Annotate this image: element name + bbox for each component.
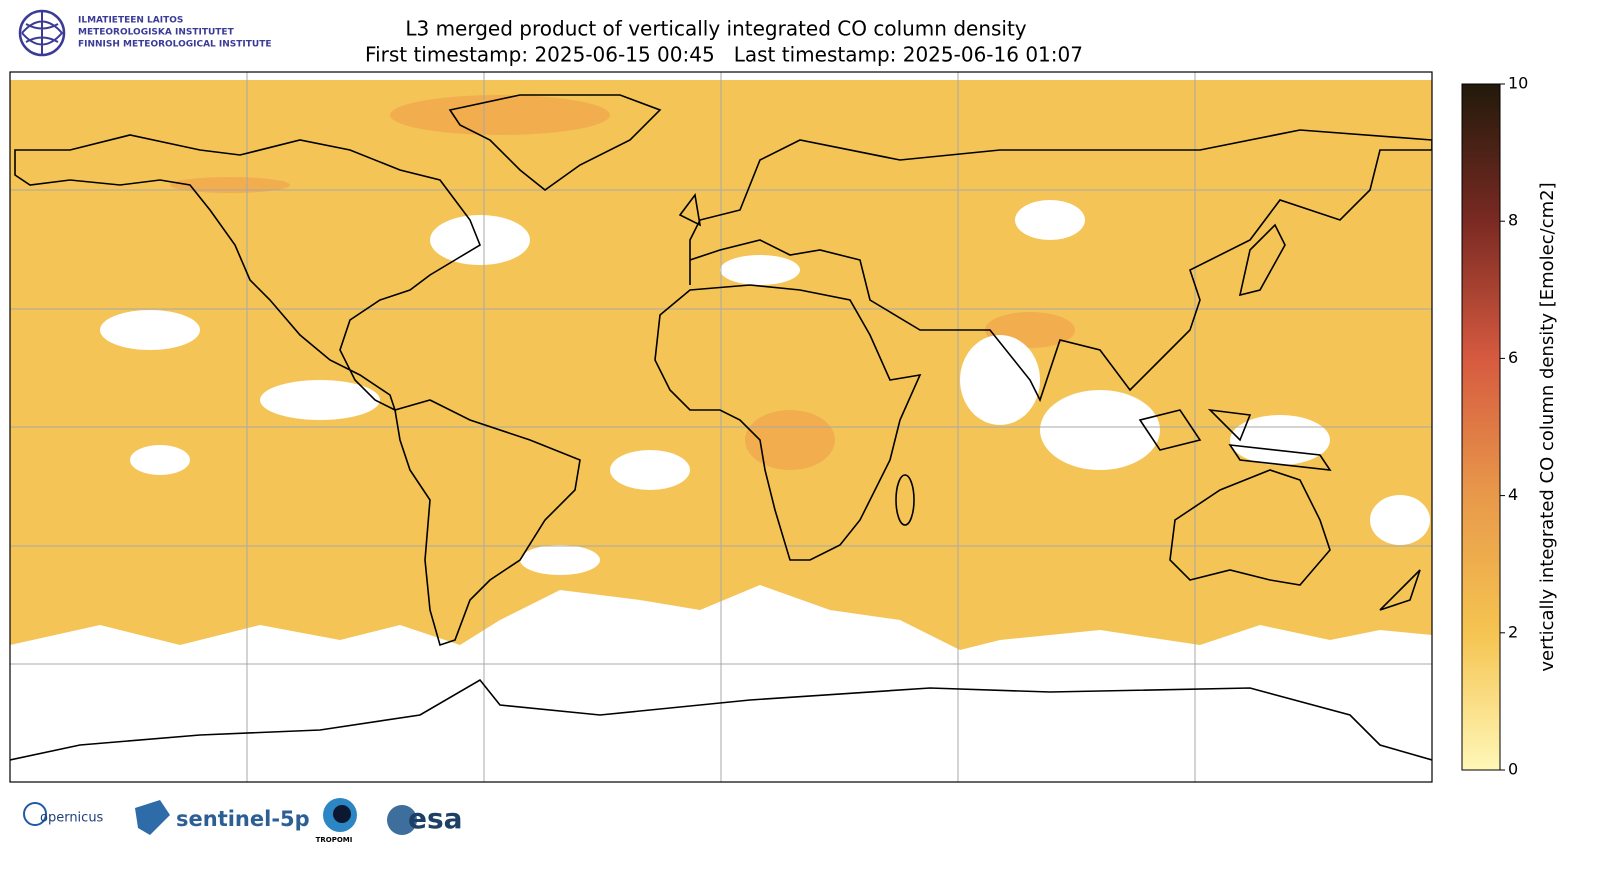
colorbar-tick-label: 10 bbox=[1508, 74, 1528, 93]
fmi-logo: ILMATIETEEN LAITOS METEOROLOGISKA INSTIT… bbox=[18, 9, 272, 57]
map bbox=[10, 72, 1432, 782]
gridlines bbox=[10, 72, 1432, 782]
logo-text: FINNISH METEOROLOGICAL INSTITUTE bbox=[78, 40, 272, 50]
map-frame bbox=[9, 71, 1433, 783]
colorbar-tick-label: 8 bbox=[1508, 211, 1518, 230]
coastlines bbox=[10, 94, 1432, 761]
title: L3 merged product of vertically integrat… bbox=[405, 17, 1026, 41]
colorbar-tick-label: 2 bbox=[1508, 622, 1518, 641]
colorbar-label: vertically integrated CO column density … bbox=[1537, 182, 1558, 671]
colorbar: 0 2 4 6 8 10 bbox=[1461, 74, 1528, 779]
logo-esa: esa bbox=[408, 802, 463, 835]
logo-text: METEOROLOGISKA INSTITUTET bbox=[78, 28, 235, 38]
logo-copernicus: opernicus bbox=[40, 811, 104, 826]
logo-text: ILMATIETEEN LAITOS bbox=[78, 16, 183, 26]
colorbar-tick-label: 6 bbox=[1508, 348, 1518, 367]
subtitle: First timestamp: 2025-06-15 00:45 Last t… bbox=[365, 43, 1083, 67]
colorbar-scale bbox=[1461, 83, 1501, 771]
colorbar-tick-label: 4 bbox=[1508, 485, 1518, 504]
logo-tropomi: TROPOMI bbox=[316, 836, 353, 844]
footer-logos: opernicus sentinel-5p TROPOMI esa bbox=[23, 798, 463, 844]
logo-sentinel: sentinel-5p bbox=[176, 807, 310, 831]
colorbar-tick-label: 0 bbox=[1508, 760, 1518, 779]
